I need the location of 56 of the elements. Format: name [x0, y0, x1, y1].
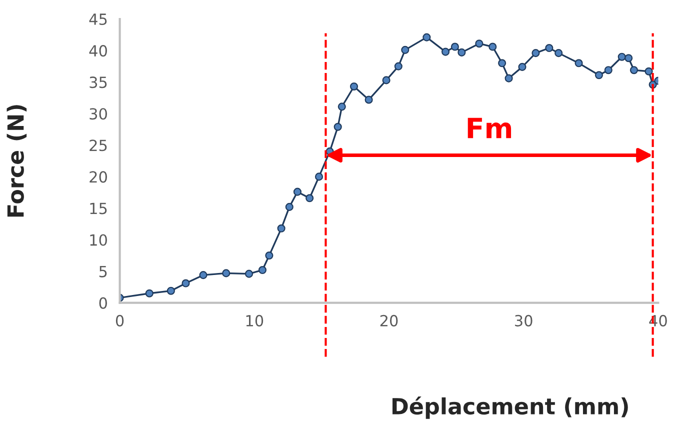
y-tick-label: 30	[90, 108, 107, 120]
point	[182, 279, 190, 288]
y-tick-label: 45	[89, 14, 107, 26]
point	[604, 66, 612, 74]
point	[475, 40, 484, 48]
point	[166, 286, 175, 295]
point	[594, 71, 603, 80]
point	[265, 252, 274, 260]
point	[244, 270, 254, 278]
y-tick-label: 35	[90, 76, 107, 88]
y-tick-label: 20	[90, 171, 107, 183]
y-tick-label: 5	[99, 266, 107, 278]
point	[199, 271, 208, 280]
point	[364, 96, 373, 104]
y-tick-label: 40	[89, 45, 107, 57]
point	[334, 122, 342, 131]
point	[554, 49, 563, 58]
x-tick-label: 20	[380, 314, 398, 326]
y-tick-label: 0	[99, 297, 107, 309]
point	[630, 66, 638, 74]
y-tick-label: 10	[90, 234, 107, 246]
point	[574, 59, 583, 68]
x-tick-label: 0	[116, 314, 124, 326]
y-tick-label: 15	[90, 202, 107, 214]
point	[518, 62, 526, 71]
point	[618, 52, 626, 61]
point	[338, 102, 346, 111]
point	[458, 48, 466, 56]
point	[504, 74, 513, 82]
point	[624, 54, 633, 62]
point	[644, 67, 653, 76]
point	[277, 224, 286, 232]
point	[532, 49, 540, 58]
point	[306, 194, 314, 202]
x-tick-label: 10	[246, 314, 264, 326]
point	[422, 33, 431, 42]
point	[382, 76, 390, 84]
y-tick-label: 25	[90, 140, 107, 152]
point	[545, 44, 554, 52]
point	[222, 269, 230, 278]
y-axis-title: Force (N)	[6, 105, 27, 217]
x-axis-title: Déplacement (mm)	[392, 396, 628, 419]
point	[285, 202, 294, 211]
point	[350, 82, 358, 91]
point	[394, 62, 402, 70]
point	[442, 48, 450, 56]
point	[145, 289, 154, 298]
point	[258, 266, 266, 274]
x-tick-label: 30	[515, 314, 532, 326]
point	[314, 172, 324, 181]
point	[498, 59, 506, 68]
point	[293, 188, 302, 196]
point	[401, 46, 410, 54]
point	[488, 42, 497, 51]
annotation: Fm	[468, 118, 512, 138]
point	[450, 42, 459, 51]
